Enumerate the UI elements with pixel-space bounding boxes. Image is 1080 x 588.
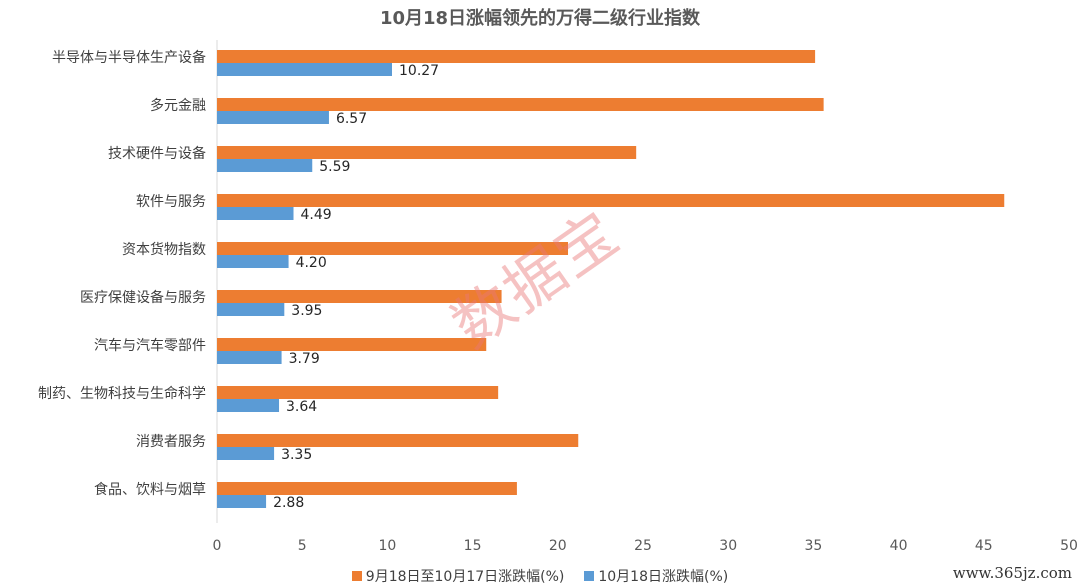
data-label: 10.27 bbox=[399, 63, 439, 79]
bar-2 bbox=[217, 447, 275, 460]
bar-2 bbox=[217, 255, 289, 268]
legend-label-series-1: 9月18日至10月17日涨跌幅(%) bbox=[365, 569, 565, 585]
x-tick-label: 15 bbox=[464, 538, 482, 554]
data-label: 3.79 bbox=[289, 351, 320, 367]
chart-title: 10月18日涨幅领先的万得二级行业指数 bbox=[379, 8, 701, 29]
data-label: 3.35 bbox=[281, 447, 312, 463]
x-tick-label: 45 bbox=[975, 538, 993, 554]
category-label: 汽车与汽车零部件 bbox=[94, 337, 206, 354]
x-tick-label: 10 bbox=[378, 538, 396, 554]
legend-swatch-series-2 bbox=[584, 571, 595, 581]
data-label: 4.49 bbox=[301, 207, 332, 223]
legend: 9月18日至10月17日涨跌幅(%) 10月18日涨跌幅(%) bbox=[0, 566, 1080, 586]
category-label: 半导体与半导体生产设备 bbox=[52, 49, 206, 66]
bar-1 bbox=[217, 50, 816, 63]
x-tick-label: 40 bbox=[890, 538, 908, 554]
bar-1 bbox=[217, 338, 487, 351]
category-label: 技术硬件与设备 bbox=[108, 145, 206, 162]
data-label: 3.64 bbox=[286, 399, 317, 415]
bar-2 bbox=[217, 399, 280, 412]
x-tick-label: 35 bbox=[804, 538, 822, 554]
legend-label-series-2: 10月18日涨跌幅(%) bbox=[598, 569, 729, 585]
x-tick-label: 50 bbox=[1060, 538, 1078, 554]
data-label: 6.57 bbox=[336, 111, 367, 127]
category-label: 资本货物指数 bbox=[122, 241, 206, 258]
bar-2 bbox=[217, 207, 294, 220]
category-label: 消费者服务 bbox=[136, 434, 206, 450]
data-label: 4.20 bbox=[296, 255, 327, 271]
bar-2 bbox=[217, 63, 393, 76]
bar-1 bbox=[217, 386, 499, 399]
bar-1 bbox=[217, 434, 579, 447]
category-label: 食品、饮料与烟草 bbox=[94, 481, 206, 498]
x-tick-label: 20 bbox=[549, 538, 567, 554]
x-tick-label: 5 bbox=[298, 538, 307, 554]
data-label: 3.95 bbox=[291, 303, 322, 319]
legend-item-series-1: 9月18日至10月17日涨跌幅(%) bbox=[351, 566, 565, 586]
bar-2 bbox=[217, 303, 285, 316]
category-label: 制药、生物科技与生命科学 bbox=[38, 385, 206, 402]
site-watermark: www.365jz.com bbox=[952, 564, 1072, 582]
category-label: 多元金融 bbox=[150, 97, 206, 114]
x-tick-label: 0 bbox=[213, 538, 222, 554]
legend-swatch-series-1 bbox=[351, 571, 362, 581]
bar-1 bbox=[217, 194, 1005, 207]
bar-2 bbox=[217, 111, 329, 124]
bar-1 bbox=[217, 290, 502, 303]
bar-2 bbox=[217, 159, 313, 172]
bar-1 bbox=[217, 242, 569, 255]
x-tick-label: 25 bbox=[634, 538, 652, 554]
bar-2 bbox=[217, 351, 282, 364]
data-label: 5.59 bbox=[319, 159, 350, 175]
category-label: 医疗保健设备与服务 bbox=[80, 289, 206, 306]
bar-1 bbox=[217, 98, 824, 111]
legend-item-series-2: 10月18日涨跌幅(%) bbox=[584, 566, 728, 586]
category-label: 软件与服务 bbox=[136, 194, 206, 210]
x-tick-label: 30 bbox=[719, 538, 737, 554]
data-label: 2.88 bbox=[273, 495, 304, 511]
bar-2 bbox=[217, 495, 267, 508]
bar-1 bbox=[217, 146, 637, 159]
bar-1 bbox=[217, 482, 517, 495]
